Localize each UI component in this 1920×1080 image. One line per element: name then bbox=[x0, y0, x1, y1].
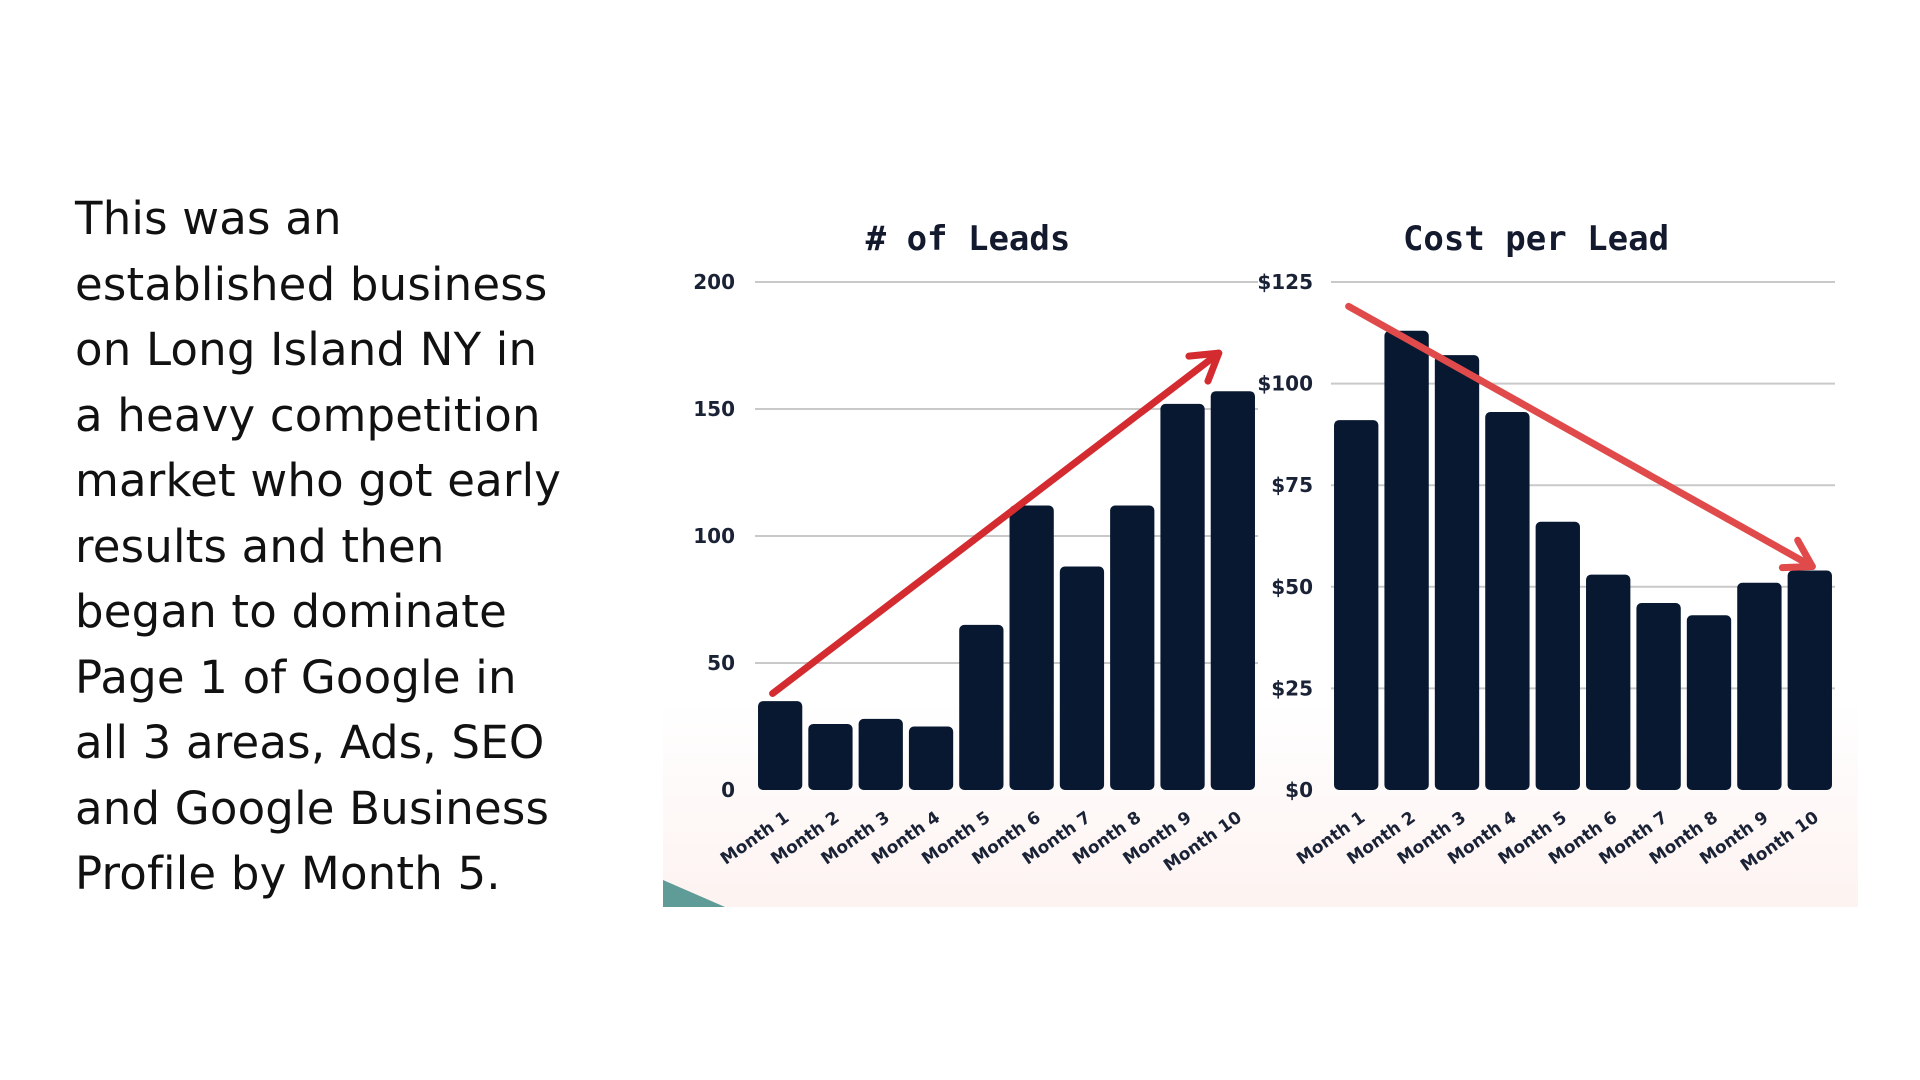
cost-bar bbox=[1384, 330, 1429, 790]
charts-svg: # of Leads Cost per Lead 050100150200Mon… bbox=[663, 170, 1858, 907]
leads-bar bbox=[1059, 566, 1105, 790]
leads-bar bbox=[758, 701, 803, 790]
description-line: results and then bbox=[75, 519, 445, 573]
cost-chart-title: Cost per Lead bbox=[1403, 219, 1669, 259]
cost-bar bbox=[1636, 603, 1681, 790]
leads-chart-title: # of Leads bbox=[866, 219, 1071, 259]
description-line: Page 1 of Google in bbox=[75, 650, 517, 704]
leads-bar bbox=[908, 726, 954, 790]
leads-bar bbox=[1110, 505, 1155, 790]
accent-corner-shape bbox=[663, 880, 725, 907]
cost-bar bbox=[1535, 521, 1580, 790]
leads-bar bbox=[1210, 391, 1255, 790]
description-line: began to dominate bbox=[75, 585, 507, 638]
cost-y-tick-label: $50 bbox=[1271, 575, 1313, 599]
leads-bar bbox=[858, 718, 903, 790]
leads-trend-arrow-line bbox=[769, 349, 1223, 697]
leads-y-tick-label: 150 bbox=[693, 397, 735, 421]
leads-y-tick-label: 200 bbox=[693, 270, 735, 294]
cost-y-tick-label: $25 bbox=[1271, 676, 1313, 700]
leads-y-tick-label: 0 bbox=[721, 778, 735, 802]
cost-bar bbox=[1586, 574, 1631, 790]
charts-panel: # of Leads Cost per Lead 0 50 100 150 200 Mon… bbox=[663, 170, 1858, 907]
description-text: This was an established business on Long I… bbox=[75, 186, 635, 907]
cost-bar bbox=[1686, 615, 1732, 790]
description-line: established business bbox=[75, 257, 548, 311]
description-line: all 3 areas, Ads, SEO bbox=[75, 716, 545, 769]
leads-bar bbox=[1160, 403, 1205, 790]
leads-bar bbox=[1009, 505, 1054, 790]
cost-trend-arrow-head bbox=[1778, 536, 1816, 572]
description-line: market who got early bbox=[75, 454, 562, 507]
cost-bar bbox=[1334, 420, 1379, 790]
description-line: a heavy competition bbox=[75, 388, 541, 442]
cost-trend-arrow-line bbox=[1345, 302, 1816, 570]
leads-bar bbox=[959, 624, 1004, 790]
description-line: and Google Business bbox=[75, 781, 550, 835]
leads-trend-arrow-head bbox=[1185, 349, 1223, 385]
description-line: Profile by Month 5. bbox=[75, 847, 501, 900]
cost-y-tick-label: $75 bbox=[1271, 473, 1313, 497]
leads-y-tick-label: 100 bbox=[693, 524, 735, 548]
cost-bar bbox=[1434, 355, 1480, 790]
cost-y-tick-label: $125 bbox=[1257, 270, 1313, 294]
description-line: on Long Island NY in bbox=[75, 323, 538, 376]
cost-y-tick-label: $100 bbox=[1257, 372, 1313, 396]
description-line: This was an bbox=[75, 192, 342, 245]
cost-bar bbox=[1787, 570, 1832, 790]
cost-y-tick-label: $0 bbox=[1285, 778, 1313, 802]
leads-bar bbox=[808, 723, 853, 790]
cost-bar bbox=[1485, 412, 1530, 790]
leads-y-tick-label: 50 bbox=[707, 651, 735, 675]
cost-bar bbox=[1737, 582, 1782, 790]
